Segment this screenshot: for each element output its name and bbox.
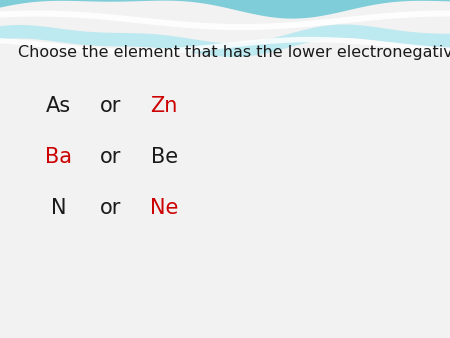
Polygon shape: [0, 25, 450, 57]
Text: Ne: Ne: [150, 198, 179, 218]
Text: or: or: [99, 96, 121, 117]
Text: N: N: [51, 198, 66, 218]
Text: As: As: [46, 96, 71, 117]
Text: or: or: [99, 147, 121, 167]
Polygon shape: [0, 10, 450, 30]
Polygon shape: [0, 0, 450, 19]
Text: Be: Be: [151, 147, 178, 167]
Polygon shape: [0, 37, 450, 54]
Text: Zn: Zn: [151, 96, 178, 117]
Text: Choose the element that has the lower electronegativity:: Choose the element that has the lower el…: [18, 45, 450, 60]
Text: or: or: [99, 198, 121, 218]
Text: Ba: Ba: [45, 147, 72, 167]
